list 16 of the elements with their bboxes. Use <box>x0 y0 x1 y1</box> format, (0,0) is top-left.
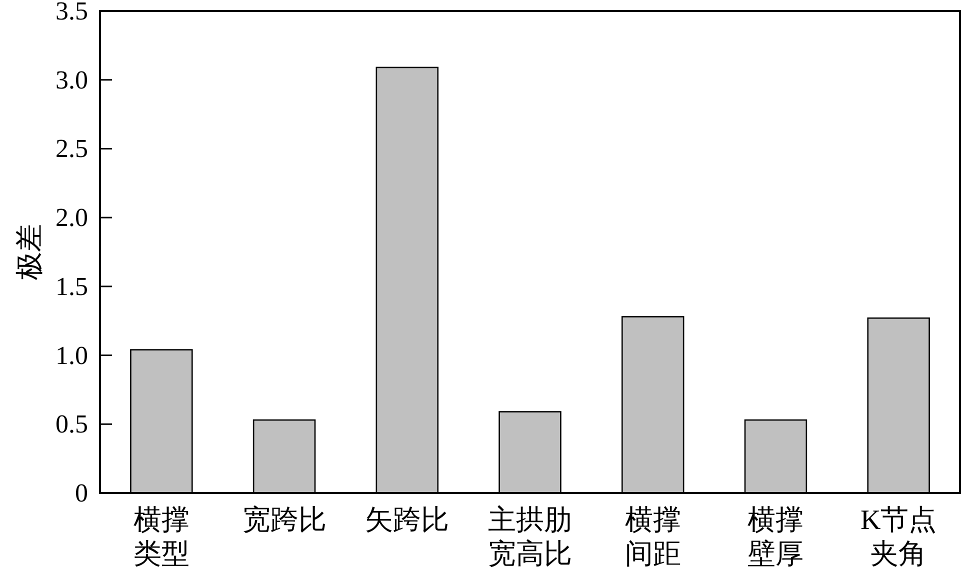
y-tick-label: 3.0 <box>56 65 88 94</box>
y-tick-label: 1.0 <box>56 340 88 370</box>
y-tick-label: 0 <box>75 478 88 508</box>
y-tick-label: 3.5 <box>56 0 88 26</box>
x-tick-label: 横撑类型 <box>133 505 190 570</box>
y-tick-label: 1.5 <box>56 272 88 301</box>
y-tick-label: 0.5 <box>56 410 88 439</box>
x-tick-label: 横撑壁厚 <box>748 505 804 570</box>
y-tick-label: 2.5 <box>56 134 88 164</box>
x-tick-label: 横撑间距 <box>624 505 681 570</box>
x-tick-label: 主拱肋宽高比 <box>488 505 572 570</box>
x-tick-label: 矢跨比 <box>365 505 450 536</box>
y-tick-label: 2.0 <box>56 203 88 232</box>
y-axis-title: 极差 <box>14 224 46 281</box>
x-tick-label: K节点夹角 <box>860 505 937 570</box>
x-tick-label: 宽跨比 <box>242 505 326 536</box>
